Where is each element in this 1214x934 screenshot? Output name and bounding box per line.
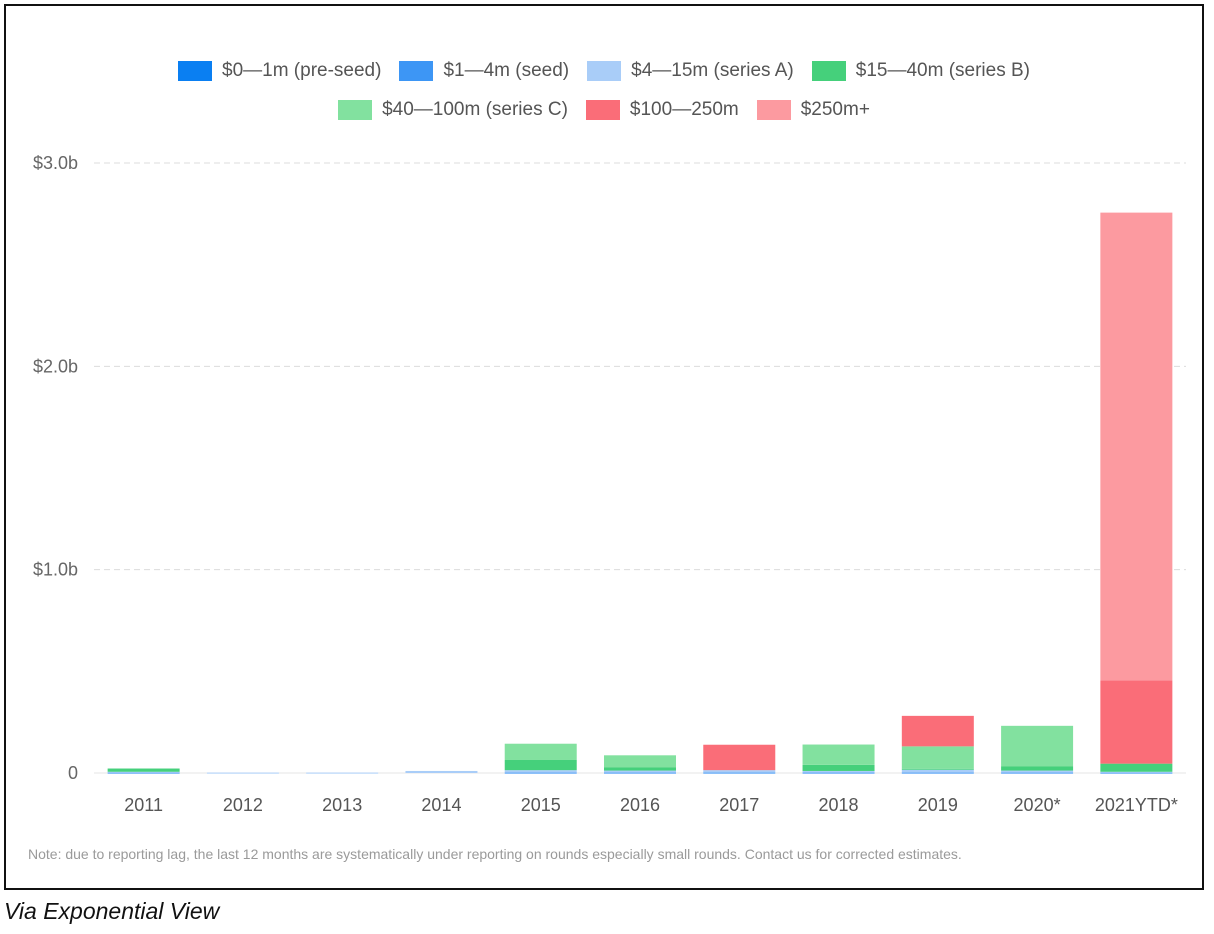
bar-segment	[405, 770, 478, 773]
bar-segment	[604, 772, 676, 774]
legend-swatch	[399, 61, 434, 81]
legend-label: $100—250m	[629, 99, 739, 120]
x-tick-label: 2011	[124, 795, 163, 815]
legend-item[interactable]: $0—1m (pre-seed)	[178, 60, 381, 82]
y-tick-label: $2.0b	[33, 356, 78, 376]
legend-swatch	[338, 100, 373, 120]
bar-segment	[1100, 772, 1173, 774]
bar-segment	[1100, 680, 1173, 764]
x-tick-label: 2016	[620, 795, 660, 815]
bar-segment	[802, 770, 875, 773]
legend-item[interactable]: $15—40m (series B)	[811, 60, 1030, 82]
x-tick-label: 2020*	[1014, 795, 1061, 815]
bar-segment	[1001, 725, 1074, 767]
bar-segment	[1100, 771, 1173, 773]
bar-segment	[107, 768, 180, 772]
x-tick-label: 2012	[223, 795, 263, 815]
legend-item[interactable]: $40—100m (series C)	[338, 99, 568, 121]
bar-segment	[901, 768, 974, 770]
bar-segment	[504, 770, 577, 773]
legend-label: $250m+	[800, 99, 870, 120]
bar-segment	[504, 772, 577, 774]
bar-segment	[504, 743, 577, 760]
legend-swatch	[587, 61, 622, 81]
legend-label: $15—40m (series B)	[855, 60, 1030, 81]
legend-swatch	[756, 100, 791, 120]
bar-segment	[802, 772, 875, 774]
bar-segment	[802, 764, 875, 771]
footnote: Note: due to reporting lag, the last 12 …	[28, 846, 962, 862]
x-tick-label: 2014	[421, 795, 461, 815]
chart-frame: $0—1m (pre-seed) $1—4m (seed) $4—15m (seri…	[4, 4, 1204, 890]
legend-swatch	[585, 100, 620, 120]
bar-segment	[1100, 763, 1173, 772]
chart-plot: 0 $1.0b $2.0b $3.0b 2011 2012 2013 2014 2015 2016…	[33, 153, 1186, 815]
y-tick-label: $3.0b	[33, 153, 78, 173]
bar-segment	[901, 746, 974, 769]
x-tick-label: 2017	[719, 795, 759, 815]
bar-segment	[107, 772, 180, 774]
bar-segment	[206, 772, 279, 774]
legend-swatch	[811, 61, 846, 81]
legend-label: $0—1m (pre-seed)	[222, 60, 382, 81]
bar-segment	[901, 715, 974, 747]
legend-row-2: $40—100m (series C) $100—250m $250m+	[6, 99, 1202, 121]
bar-segment	[1100, 212, 1173, 681]
bar-segment	[604, 755, 676, 768]
y-tick-label: $1.0b	[33, 560, 78, 580]
legend-label: $40—100m (series C)	[382, 99, 568, 120]
bar-segment	[306, 772, 379, 774]
x-tick-label: 2018	[819, 795, 859, 815]
bar-segment	[802, 744, 875, 765]
x-tick-label: 2021YTD*	[1095, 795, 1178, 815]
y-tick-label: 0	[68, 763, 78, 783]
legend-swatch	[178, 61, 212, 81]
legend-label: $1—4m (seed)	[443, 60, 570, 81]
bar-segment	[604, 767, 676, 771]
legend-item[interactable]: $4—15m (series A)	[587, 60, 794, 82]
bar-segment	[504, 759, 577, 771]
bar-segment	[703, 772, 776, 774]
bar-segment	[604, 770, 676, 773]
bar-segment	[1001, 770, 1074, 773]
x-tick-label: 2013	[322, 795, 362, 815]
legend-item[interactable]: $100—250m	[585, 99, 739, 121]
bar-segment	[901, 769, 974, 773]
caption: Via Exponential View	[4, 898, 220, 924]
bar-segment	[901, 772, 974, 774]
legend-row-1: $0—1m (pre-seed) $1—4m (seed) $4—15m (seri…	[6, 60, 1202, 82]
bar-segment	[703, 770, 776, 773]
x-tick-label: 2019	[918, 795, 958, 815]
bar-segment	[1001, 766, 1074, 771]
legend-item[interactable]: $250m+	[756, 99, 870, 121]
x-tick-label: 2015	[521, 795, 561, 815]
bar-segment	[107, 771, 180, 773]
legend-item[interactable]: $1—4m (seed)	[399, 60, 569, 82]
bar-segment	[703, 744, 776, 771]
bar-segment	[1001, 772, 1074, 774]
legend-label: $4—15m (series A)	[631, 60, 794, 81]
